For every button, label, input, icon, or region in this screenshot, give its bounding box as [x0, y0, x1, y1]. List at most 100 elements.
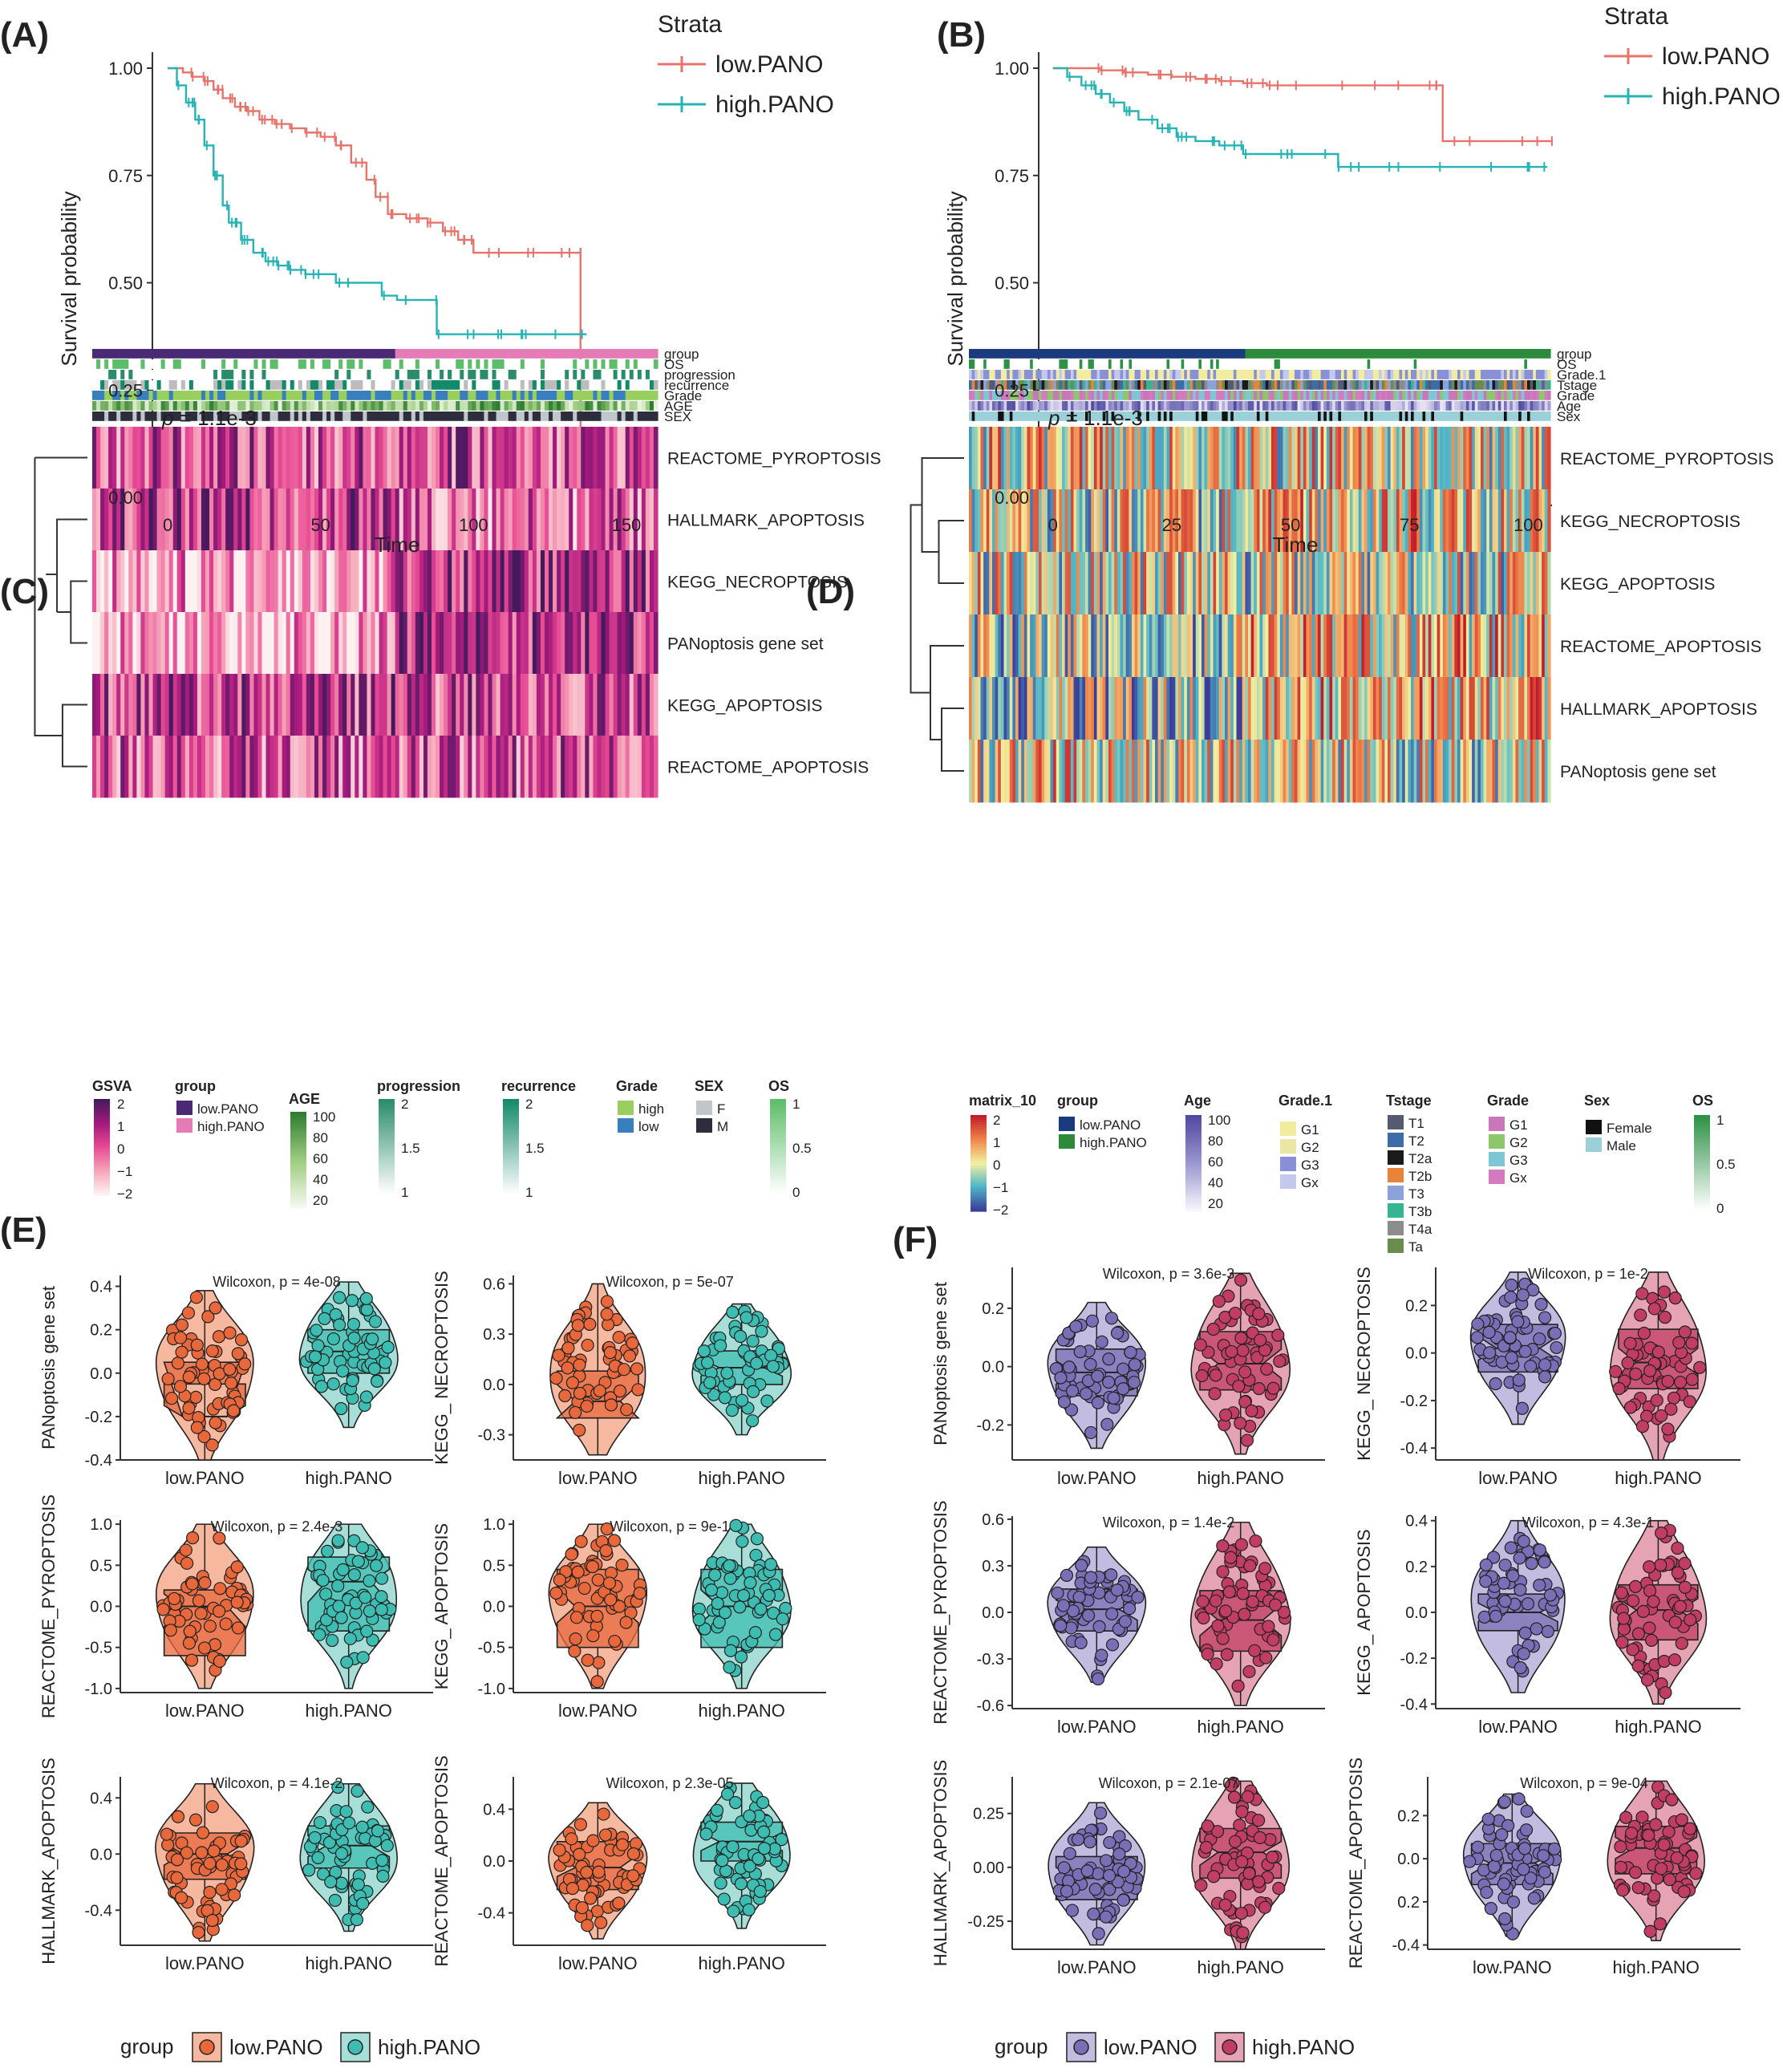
heat-cell	[1186, 489, 1191, 553]
annotation-cell	[1501, 391, 1505, 400]
annotation-cell	[975, 349, 979, 359]
annotation-cell	[1030, 412, 1034, 421]
annotation-cell	[1102, 401, 1106, 411]
heat-cell	[1009, 677, 1013, 740]
os-gradient	[1694, 1194, 1710, 1198]
heat-cell	[1027, 677, 1031, 740]
annotation-cell	[1184, 401, 1188, 411]
os-gradient	[1694, 1180, 1710, 1183]
annotation-cell	[197, 380, 202, 390]
annotation-cell	[557, 359, 561, 369]
heat-cell	[217, 674, 222, 736]
age-gradient	[290, 1131, 306, 1134]
annotation-cell	[290, 359, 295, 369]
heat-cell	[1402, 677, 1406, 740]
heat-cell	[565, 427, 569, 489]
heat-cell	[1268, 677, 1272, 740]
annotation-cell	[1030, 349, 1034, 359]
annotation-cell	[1367, 370, 1371, 379]
os-gradient	[770, 1152, 786, 1155]
annotation-cell	[1460, 412, 1464, 421]
annotation-cell	[278, 412, 283, 421]
annotation-cell	[1402, 401, 1406, 411]
heat-cell	[1064, 677, 1068, 740]
heat-cell	[197, 674, 202, 736]
gsva-gradient	[94, 1154, 110, 1158]
annotation-cell	[265, 349, 271, 359]
annotation-cell	[1323, 380, 1327, 390]
annotation-cell	[1323, 401, 1327, 411]
annotation-cell	[1129, 401, 1133, 411]
annotation-cell	[1073, 349, 1077, 359]
annotation-cell	[1047, 401, 1052, 411]
annotation-cell	[975, 380, 979, 390]
annotation-cell	[1434, 412, 1438, 421]
annotation-cell	[1343, 370, 1347, 379]
heat-cell	[355, 612, 359, 675]
group-swatch	[1059, 1134, 1075, 1149]
heat-cell	[500, 736, 505, 798]
annotation-cell	[1093, 412, 1098, 421]
heat-cell	[1271, 614, 1275, 678]
heat-cell	[557, 550, 561, 613]
heat-cell	[1402, 489, 1406, 553]
heat-cell	[1204, 677, 1208, 740]
dendrogram	[34, 456, 87, 768]
annotation-cell	[1396, 359, 1400, 369]
heat-cell	[1230, 614, 1234, 678]
heat-cell	[148, 550, 154, 613]
os-gradient	[1694, 1139, 1710, 1142]
heat-cell	[423, 427, 428, 489]
annotation-cell	[225, 391, 230, 400]
annotation-cell	[460, 412, 464, 421]
annotation-cell	[1495, 380, 1499, 390]
heat-cell	[148, 612, 154, 675]
annotation-cell	[338, 380, 343, 390]
annotation-cell	[625, 349, 630, 359]
heat-cell	[160, 736, 166, 798]
annotation-cell	[1521, 349, 1525, 359]
progression-gradient	[379, 1125, 395, 1129]
heat-cell	[322, 489, 327, 551]
annotation-cell	[351, 349, 355, 359]
heat-cell	[302, 612, 307, 675]
annotation-cell	[391, 349, 396, 359]
annotation-cell	[274, 391, 279, 400]
heat-cell	[1396, 614, 1400, 678]
heat-cell	[1286, 427, 1290, 490]
annotation-cell	[1402, 370, 1406, 379]
heat-cell	[1274, 614, 1278, 678]
heat-cell	[1012, 677, 1016, 740]
heat-cell	[140, 550, 146, 613]
heat-cell	[1381, 552, 1385, 615]
annotation-cell	[1254, 370, 1258, 379]
os-gradient	[1694, 1173, 1710, 1176]
annotation-cell	[1303, 370, 1307, 379]
annotation-cell	[1062, 380, 1066, 390]
annotation-cell	[1030, 380, 1034, 390]
heat-cell	[496, 736, 501, 798]
heat-cell	[1189, 677, 1193, 740]
heat-cell	[330, 612, 335, 675]
heat-cell	[1181, 614, 1185, 678]
heat-cell	[290, 550, 295, 613]
heat-cell	[1204, 489, 1208, 553]
annotation-cell	[306, 380, 311, 390]
annotation-cell	[1143, 401, 1147, 411]
age-gradient	[1185, 1129, 1201, 1133]
annotation-cell	[464, 349, 468, 359]
annotation-cell	[245, 370, 250, 379]
heat-cell	[1318, 614, 1322, 678]
annotation-cell	[1044, 412, 1048, 421]
heat-cell	[1239, 740, 1243, 803]
heat-cell	[192, 489, 198, 551]
annotation-cell	[1442, 391, 1447, 400]
annotation-cell	[286, 359, 291, 369]
annotation-cell	[432, 412, 436, 421]
heat-cell	[1172, 677, 1176, 740]
annotation-cell	[1035, 401, 1039, 411]
heat-cell	[359, 736, 363, 798]
heat-cell	[989, 740, 993, 803]
annotation-cell	[1210, 370, 1214, 379]
annotation-cell	[448, 349, 452, 359]
